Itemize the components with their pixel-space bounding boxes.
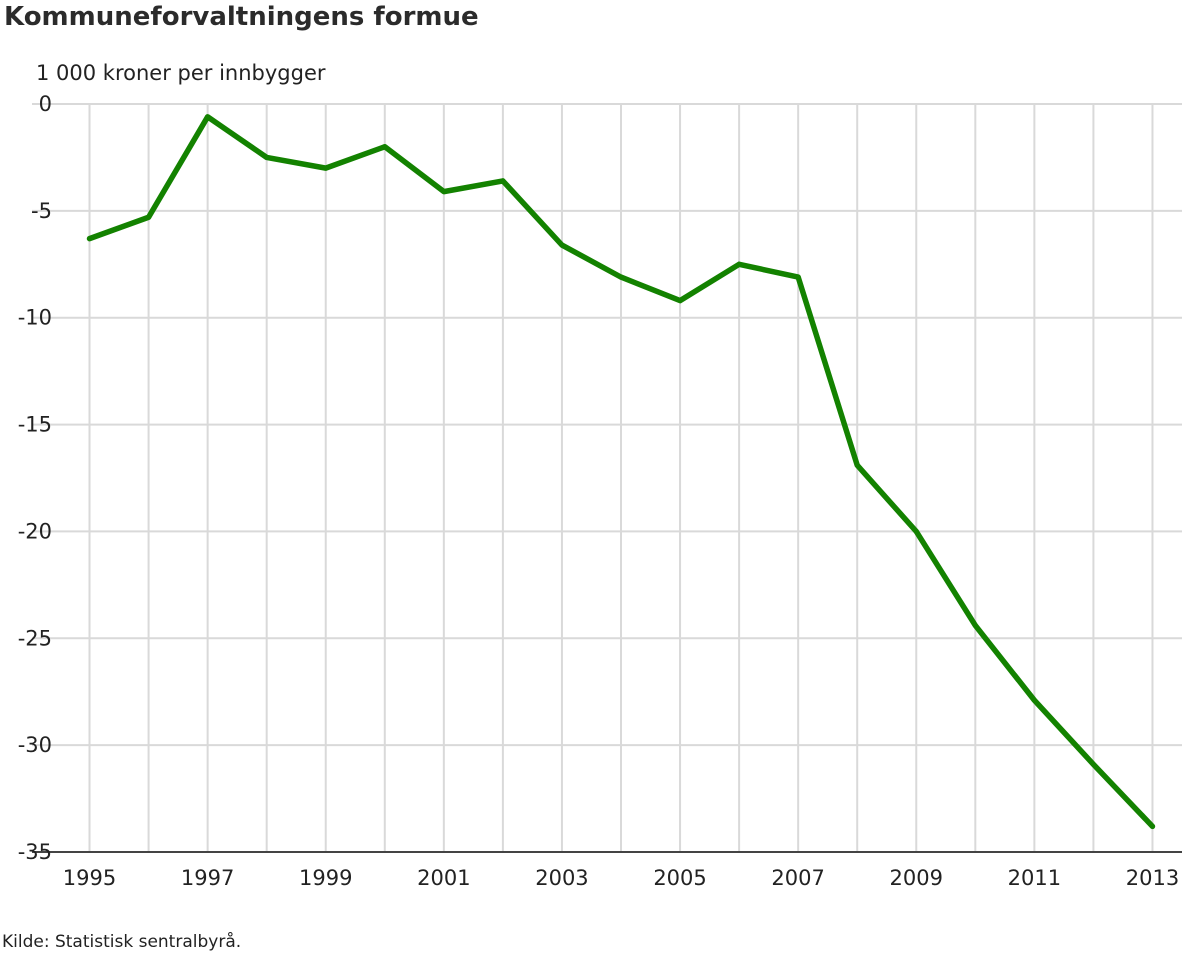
chart-title: Kommuneforvaltningens formue <box>4 2 479 32</box>
x-tick-label: 2005 <box>653 866 706 890</box>
x-tick-label: 2003 <box>535 866 588 890</box>
data-point <box>972 622 978 628</box>
y-tick-label: -35 <box>18 840 52 864</box>
data-point <box>913 528 919 534</box>
data-point <box>1031 697 1037 703</box>
data-point <box>854 462 860 468</box>
data-point <box>1090 761 1096 767</box>
data-point <box>795 274 801 280</box>
data-point <box>736 261 742 267</box>
data-point <box>146 214 152 220</box>
x-tick-label: 1995 <box>63 866 116 890</box>
data-point <box>1149 823 1155 829</box>
y-tick-label: -10 <box>18 306 52 330</box>
x-tick-label: 2009 <box>890 866 943 890</box>
x-tick-labels: 1995 1997 1999 2001 2003 2005 2007 2009 2011 2013 <box>63 866 1179 890</box>
data-point <box>618 274 624 280</box>
data-point <box>264 154 270 160</box>
data-point <box>441 189 447 195</box>
data-point <box>500 178 506 184</box>
source-note: Kilde: Statistisk sentralbyrå. <box>2 932 242 952</box>
data-point <box>559 242 565 248</box>
data-point <box>323 165 329 171</box>
x-tick-label: 1999 <box>299 866 352 890</box>
y-tick-label: -5 <box>31 199 52 223</box>
y-tick-label: -15 <box>18 413 52 437</box>
y-tick-label: -25 <box>18 626 52 650</box>
y-tick-label: -20 <box>18 519 52 543</box>
line-chart: 0 -5 -10 -15 -20 -25 -30 -35 1995 1997 1999 2001 20… <box>18 92 1182 890</box>
y-tick-labels: 0 -5 -10 -15 -20 -25 -30 -35 <box>18 92 52 864</box>
x-tick-label: 2013 <box>1126 866 1179 890</box>
data-point <box>677 298 683 304</box>
x-tick-label: 2011 <box>1008 866 1061 890</box>
x-tick-label: 2007 <box>771 866 824 890</box>
y-axis-unit-label: 1 000 kroner per innbygger <box>36 61 326 85</box>
y-tick-label: 0 <box>39 92 52 116</box>
series-layer <box>86 114 1156 830</box>
data-point <box>87 236 93 242</box>
data-point <box>382 144 388 150</box>
y-tick-label: -30 <box>18 733 52 757</box>
x-tick-label: 1997 <box>181 866 234 890</box>
x-tick-label: 2001 <box>417 866 470 890</box>
grid-lines <box>32 103 1182 853</box>
data-point <box>205 114 211 120</box>
